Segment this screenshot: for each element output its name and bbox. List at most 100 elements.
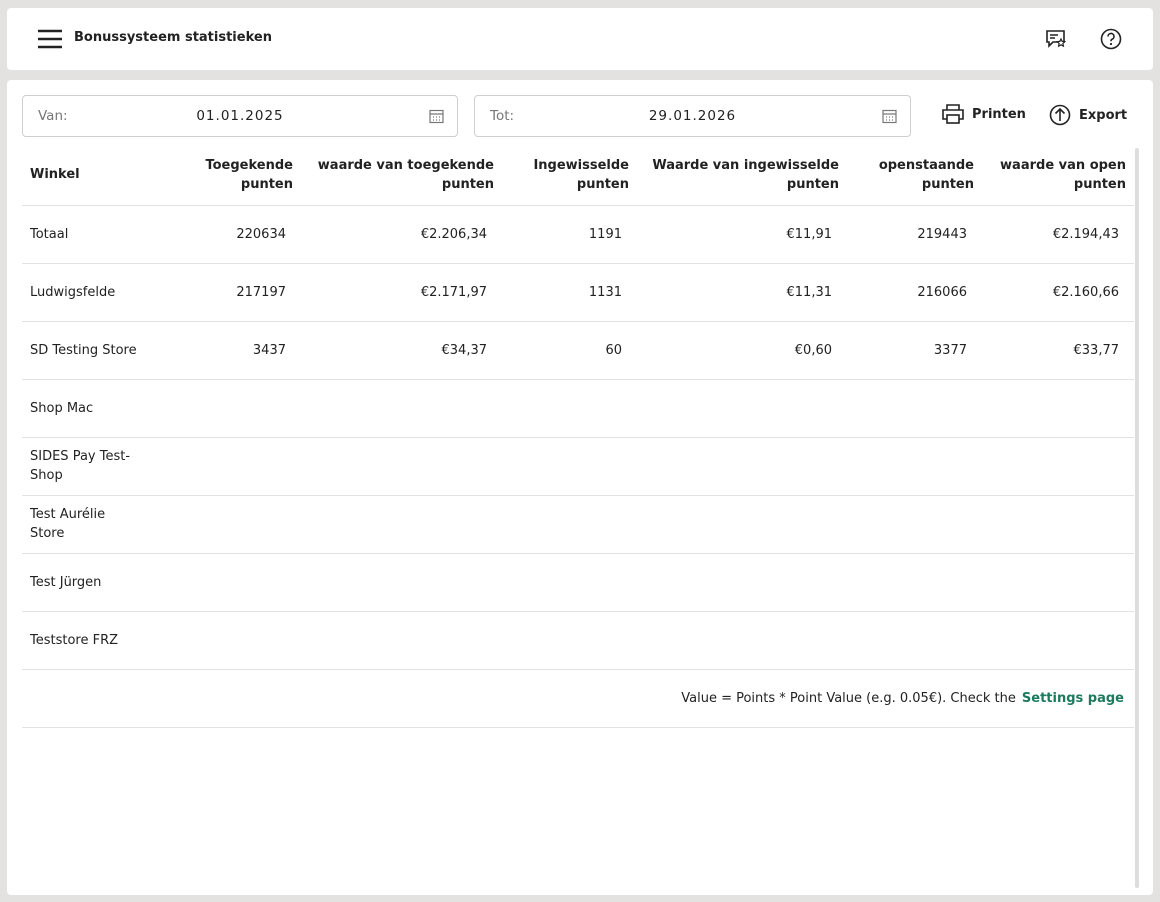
table-cell: SIDES Pay Test-Shop xyxy=(22,437,160,496)
table-cell: €2.194,43 xyxy=(982,205,1134,264)
table-cell: €0,60 xyxy=(637,321,847,380)
table-cell: €33,77 xyxy=(982,321,1134,380)
from-label: Van: xyxy=(38,108,68,124)
table-cell xyxy=(502,553,637,612)
scrollbar xyxy=(1135,148,1139,888)
table-cell: 1131 xyxy=(502,263,637,322)
page-title: Bonussysteem statistieken xyxy=(74,30,272,45)
table-cell xyxy=(637,611,847,670)
to-date[interactable]: Tot: 29.01.2026 xyxy=(474,95,911,137)
table-cell: 216066 xyxy=(847,263,982,322)
table-cell xyxy=(847,437,982,496)
table-cell xyxy=(301,553,502,612)
table-cell: 220634 xyxy=(160,205,301,264)
table-cell xyxy=(637,437,847,496)
calendar-icon xyxy=(429,109,444,124)
table-cell: Ludwigsfelde xyxy=(22,263,160,322)
export-label: Export xyxy=(1079,107,1128,123)
print-button[interactable]: Printen xyxy=(942,104,1026,124)
column-header: Toegekende punten xyxy=(160,145,301,206)
header-row: Winkel Toegekende punten waarde van toegek… xyxy=(22,145,1134,206)
note-row: Value = Points * Point Value (e.g. 0.05€… xyxy=(22,669,1134,728)
table-cell: €2.160,66 xyxy=(982,263,1134,322)
column-header: openstaande punten xyxy=(847,145,982,206)
table-cell xyxy=(301,437,502,496)
top-bar: Bonussysteem statistieken xyxy=(7,8,1153,70)
table-row: Test Aurélie Store xyxy=(22,495,1134,554)
table-cell xyxy=(502,611,637,670)
table-cell xyxy=(982,611,1134,670)
stats-table: Winkel Toegekende punten waarde van toegek… xyxy=(22,145,1134,728)
help-button[interactable] xyxy=(1100,28,1122,50)
table-cell xyxy=(502,437,637,496)
from-value: 01.01.2025 xyxy=(196,108,284,124)
table-cell xyxy=(847,379,982,438)
table-cell xyxy=(160,553,301,612)
table-cell: 217197 xyxy=(160,263,301,322)
table-cell: €11,91 xyxy=(637,205,847,264)
print-label: Printen xyxy=(972,106,1026,122)
table-row: SD Testing Store 3437 €34,37 60 €0,60 3377 €33… xyxy=(22,321,1134,380)
table-row: Shop Mac xyxy=(22,379,1134,438)
table-cell xyxy=(982,437,1134,496)
table-cell xyxy=(982,553,1134,612)
column-header: waarde van toegekende punten xyxy=(301,145,502,206)
table-row: SIDES Pay Test-Shop xyxy=(22,437,1134,496)
table-cell: SD Testing Store xyxy=(22,321,160,380)
menu-button[interactable] xyxy=(37,28,63,50)
from-date[interactable]: Van: 01.01.2025 xyxy=(22,95,458,137)
table-cell xyxy=(637,495,847,554)
table-cell: Shop Mac xyxy=(22,379,160,438)
table-cell xyxy=(502,379,637,438)
table-cell: Totaal xyxy=(22,205,160,264)
table-cell xyxy=(160,437,301,496)
table-cell: 60 xyxy=(502,321,637,380)
export-button[interactable]: Export xyxy=(1049,104,1127,126)
table-cell xyxy=(301,495,502,554)
table-cell: Test Jürgen xyxy=(22,553,160,612)
printer-icon xyxy=(942,104,964,124)
table-cell xyxy=(160,379,301,438)
table-cell: Teststore FRZ xyxy=(22,611,160,670)
table-row: Teststore FRZ xyxy=(22,611,1134,670)
table-body: Totaal 220634 €2.206,34 1191 €11,91 219443 €2.… xyxy=(22,205,1134,728)
table-row: Ludwigsfelde 217197 €2.171,97 1131 €11,31 216… xyxy=(22,263,1134,322)
column-header: Ingewisselde punten xyxy=(502,145,637,206)
table-cell: €34,37 xyxy=(301,321,502,380)
table-cell: 1191 xyxy=(502,205,637,264)
column-header: waarde van open punten xyxy=(982,145,1134,206)
table-cell xyxy=(637,379,847,438)
table-cell xyxy=(502,495,637,554)
table-row: Totaal 220634 €2.206,34 1191 €11,91 219443 €2.… xyxy=(22,205,1134,264)
note-text: Value = Points * Point Value (e.g. 0.05€… xyxy=(681,690,1016,706)
table-cell xyxy=(160,611,301,670)
table-cell xyxy=(847,611,982,670)
settings-link[interactable]: Settings page xyxy=(1021,690,1124,706)
table-cell: 219443 xyxy=(847,205,982,264)
note: Value = Points * Point Value (e.g. 0.05€… xyxy=(22,669,1134,728)
table-cell: €2.171,97 xyxy=(301,263,502,322)
table-cell xyxy=(982,495,1134,554)
table-cell: 3437 xyxy=(160,321,301,380)
calendar-icon xyxy=(882,109,897,124)
table-cell xyxy=(847,495,982,554)
table-cell xyxy=(847,553,982,612)
table-cell xyxy=(160,495,301,554)
table-cell: €11,31 xyxy=(637,263,847,322)
table-cell: 3377 xyxy=(847,321,982,380)
column-header: Winkel xyxy=(22,145,160,206)
table-cell xyxy=(301,379,502,438)
export-icon xyxy=(1049,104,1071,126)
table-cell: €2.206,34 xyxy=(301,205,502,264)
content: Van: 01.01.2025 Tot: 29.01.2026 Printen … xyxy=(7,80,1153,895)
table-cell xyxy=(982,379,1134,438)
table-cell: Test Aurélie Store xyxy=(22,495,160,554)
feedback-button[interactable] xyxy=(1045,29,1067,49)
table-row: Test Jürgen xyxy=(22,553,1134,612)
to-label: Tot: xyxy=(490,108,515,124)
column-header: Waarde van ingewisselde punten xyxy=(637,145,847,206)
table-cell xyxy=(637,553,847,612)
to-value: 29.01.2026 xyxy=(648,108,737,124)
